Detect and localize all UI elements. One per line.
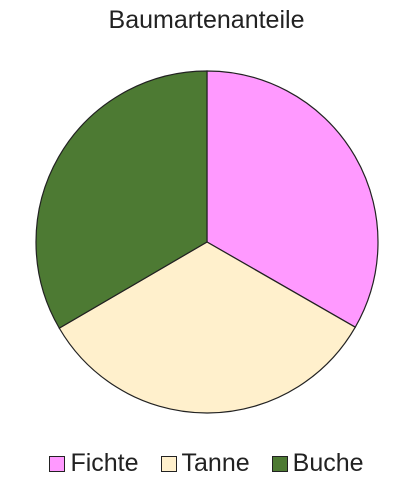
legend-label-tanne: Tanne — [181, 449, 250, 477]
legend-swatch-buche — [271, 455, 288, 472]
pie-slice-buche — [35, 70, 208, 329]
legend-entry-buche: Buche — [271, 449, 364, 478]
legend-swatch-fichte — [49, 455, 66, 472]
legend-entry-fichte: Fichte — [49, 449, 139, 478]
legend-label-fichte: Fichte — [70, 449, 139, 477]
pie-slice-fichte — [206, 70, 379, 329]
legend-entry-tanne: Tanne — [160, 449, 250, 478]
legend-swatch-tanne — [160, 455, 177, 472]
legend-label-buche: Buche — [292, 449, 364, 477]
chart-title: Baumartenanteile — [108, 6, 305, 34]
pie-slice-tanne — [58, 241, 357, 414]
legend: Fichte Tanne Buche — [0, 449, 413, 478]
